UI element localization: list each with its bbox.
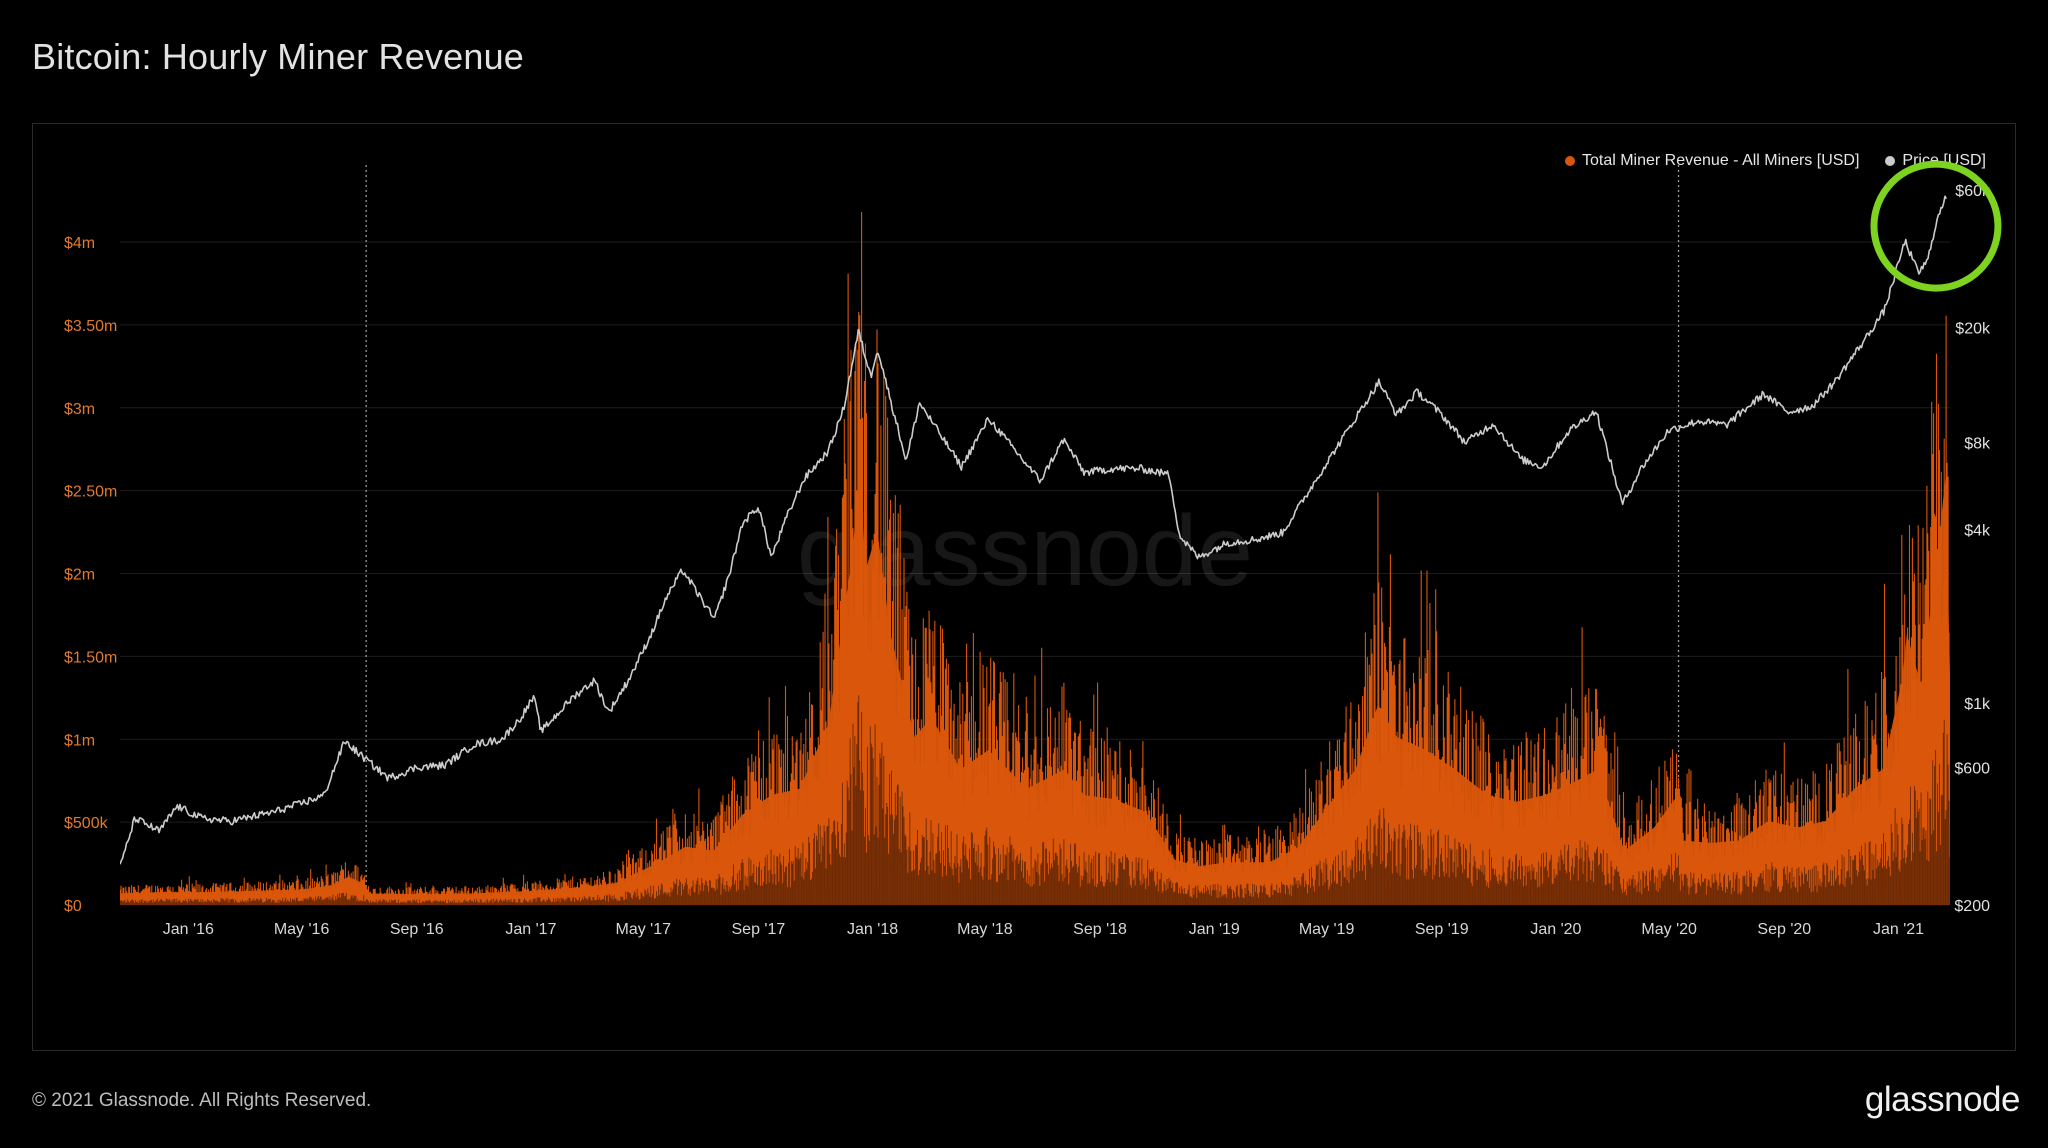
right-tick-label: $200 — [1954, 898, 1990, 915]
page-title: Bitcoin: Hourly Miner Revenue — [32, 36, 525, 77]
x-tick-label: Jan '18 — [847, 921, 898, 938]
left-tick-label: $500k — [64, 815, 109, 832]
chart-frame — [32, 123, 2016, 1051]
x-tick-label: May '17 — [615, 921, 671, 938]
legend-swatch-revenue — [1564, 156, 1575, 166]
revenue-dark-band — [120, 695, 1950, 905]
left-tick-label: $2.50m — [64, 484, 117, 501]
copyright-footer: © 2021 Glassnode. All Rights Reserved. — [32, 1090, 372, 1111]
left-tick-label: $3.50m — [64, 318, 117, 335]
x-tick-label: Jan '16 — [163, 921, 214, 938]
right-tick-label: $20k — [1955, 321, 1991, 338]
legend-item-revenue[interactable]: Total Miner Revenue - All Miners [USD] — [1564, 152, 1860, 170]
x-tick-label: Jan '19 — [1189, 921, 1240, 938]
x-tick-label: May '20 — [1641, 921, 1697, 938]
left-axis: $0 $500k $1m $1.50m $2m $2.50m $3m $3.50m $4m — [64, 235, 117, 915]
left-tick-label: $3m — [64, 401, 95, 418]
revenue-spikes — [120, 212, 1950, 905]
right-tick-label: $600 — [1954, 760, 1990, 777]
annotation — [1870, 160, 2002, 292]
left-tick-label: $1.50m — [64, 649, 117, 666]
right-tick-label: $4k — [1964, 522, 1991, 539]
glassnode-logo[interactable]: glassnode — [1864, 1080, 2021, 1119]
left-tick-label: $0 — [64, 898, 82, 915]
x-tick-label: Jan '21 — [1873, 921, 1924, 938]
left-tick-label: $1m — [64, 732, 95, 749]
x-tick-label: Sep '19 — [1415, 921, 1469, 938]
x-axis: Jan '16 May '16 Sep '16 Jan '17 May '17 Sep '… — [163, 921, 1924, 938]
price-series — [120, 195, 1947, 865]
x-tick-label: Sep '17 — [732, 921, 786, 938]
x-tick-label: May '18 — [957, 921, 1013, 938]
x-tick-label: Sep '18 — [1073, 921, 1127, 938]
x-tick-label: Sep '16 — [390, 921, 444, 938]
legend-swatch-price — [1885, 156, 1896, 166]
revenue-series — [120, 212, 1950, 905]
highlight-circle — [1870, 160, 2002, 292]
right-tick-label: $1k — [1964, 696, 1991, 713]
x-tick-label: May '16 — [274, 921, 330, 938]
x-tick-label: Jan '20 — [1530, 921, 1581, 938]
x-tick-label: May '19 — [1299, 921, 1355, 938]
right-axis: $200$600$1k$4k$8k$20k$60k — [1954, 183, 1991, 915]
legend-label-revenue: Total Miner Revenue - All Miners [USD] — [1581, 152, 1860, 169]
x-tick-label: Jan '17 — [505, 921, 556, 938]
left-tick-label: $4m — [64, 235, 95, 252]
right-tick-label: $8k — [1964, 436, 1991, 453]
left-tick-label: $2m — [64, 567, 95, 584]
x-tick-label: Sep '20 — [1757, 921, 1811, 938]
price-line — [120, 195, 1947, 865]
